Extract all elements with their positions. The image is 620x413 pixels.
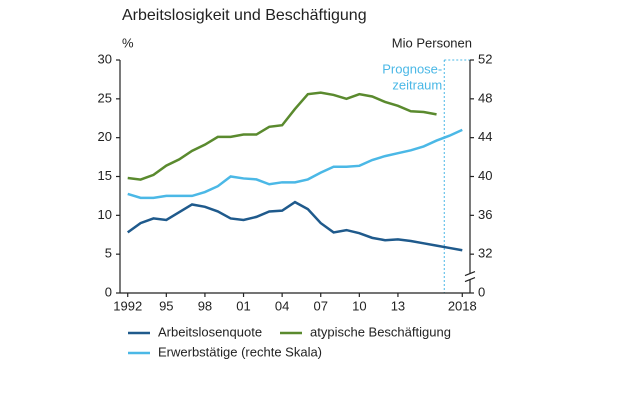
y-tick-label: 25 [98,90,112,105]
y-axis-label: % [122,35,134,50]
legend-label: Arbeitslosenquote [158,324,262,339]
y-tick-label: 0 [105,284,112,299]
x-tick-label: 1992 [113,298,142,313]
y2-tick-label: 36 [478,207,492,222]
legend-label: Erwerbstätige (rechte Skala) [158,344,322,359]
x-tick-label: 10 [352,298,366,313]
series-line [127,91,437,181]
x-tick-label: 07 [314,298,328,313]
y-tick-label: 10 [98,207,112,222]
y2-tick-label: 44 [478,129,492,144]
y2-axis-label: Mio Personen [392,35,472,50]
axis-break [464,271,476,277]
chart-title: Arbeitslosigkeit und Beschäftigung [122,7,367,24]
y2-tick-label: 52 [478,51,492,66]
x-tick-label: 04 [275,298,289,313]
series-line [126,200,463,252]
y-tick-label: 20 [98,129,112,144]
x-tick-label: 98 [198,298,212,313]
y-tick-label: 15 [98,168,112,183]
y2-tick-label: 0 [478,284,485,299]
y2-tick-label: 40 [478,168,492,183]
axis-break [464,277,476,283]
legend-label: atypische Beschäftigung [310,324,451,339]
y2-tick-label: 32 [478,246,492,261]
y2-tick-label: 48 [478,90,492,105]
series-line [127,128,463,200]
forecast-label: zeitraum [392,77,442,92]
x-tick-label: 01 [236,298,250,313]
x-tick-label: 2018 [448,298,477,313]
x-tick-label: 13 [391,298,405,313]
x-tick-label: 95 [159,298,173,313]
y-tick-label: 30 [98,51,112,66]
axis-break [465,273,475,280]
y-tick-label: 5 [105,246,112,261]
forecast-label: Prognose- [382,61,442,76]
